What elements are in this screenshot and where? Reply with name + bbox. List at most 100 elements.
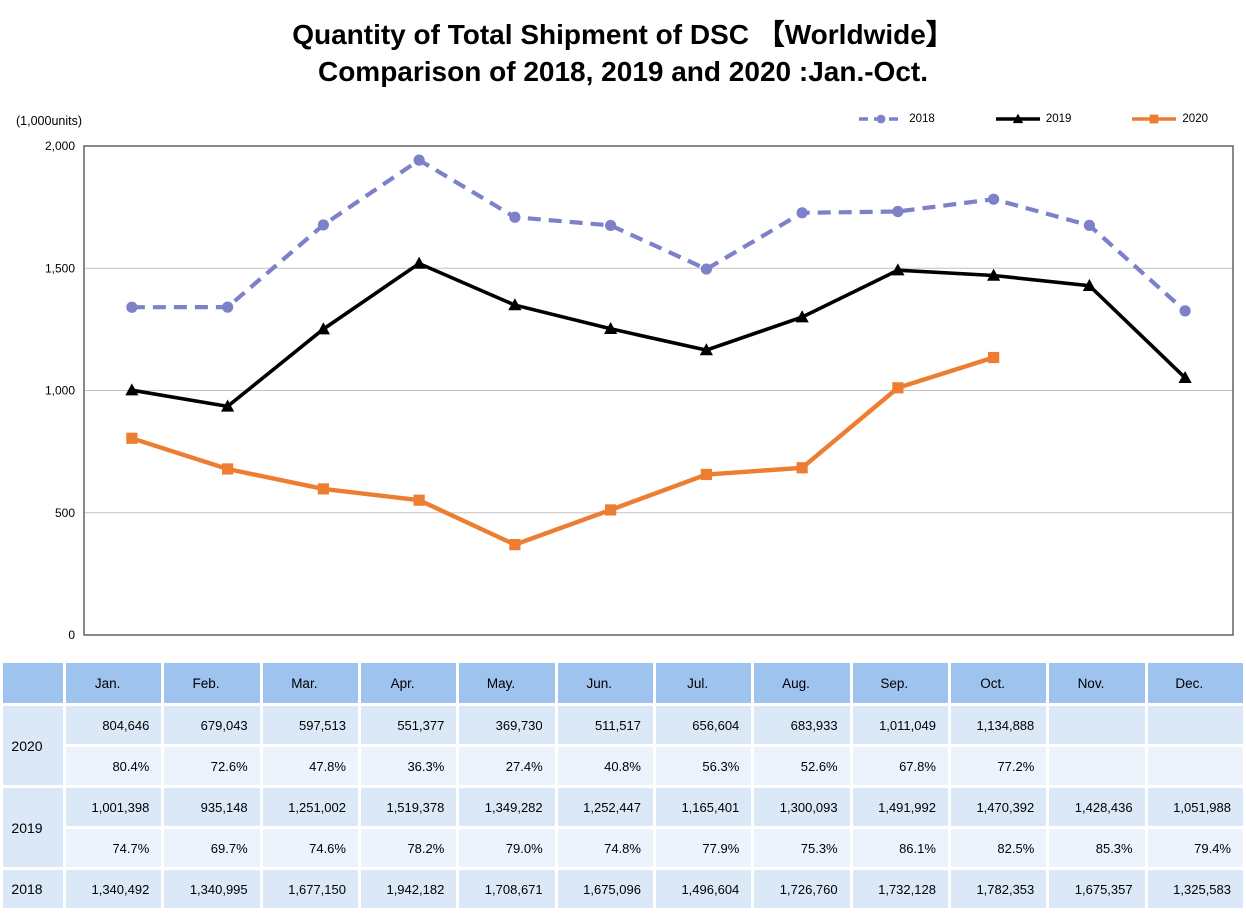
shipment-value-cell: 1,340,492 <box>66 870 162 908</box>
table-row-2018-values: 2018 1,340,492 1,340,995 1,677,150 1,942,182… <box>3 870 1243 908</box>
legend-marker-sample <box>1012 113 1024 124</box>
series-2020-marker <box>988 351 1000 364</box>
yoy-percent-cell: 40.8% <box>557 747 653 785</box>
series-2020-marker <box>700 468 712 481</box>
shipment-value-cell: 1,325,583 <box>1147 870 1243 908</box>
series-2019-marker <box>795 310 809 323</box>
yoy-percent-cell: 36.3% <box>360 747 457 785</box>
legend-label: 2018 <box>909 113 935 125</box>
shipment-value-cell: 1,726,760 <box>754 870 850 908</box>
shipment-value-cell: 1,782,353 <box>950 870 1047 908</box>
yoy-percent-cell: 78.2% <box>360 829 457 867</box>
legend-marker-sample <box>1150 114 1159 124</box>
series-2020-marker <box>509 539 521 551</box>
y-tick-label: 0 <box>68 628 75 642</box>
series-2018-marker <box>988 193 1000 205</box>
series-2019-marker <box>699 343 713 356</box>
shipment-value-cell: 683,933 <box>754 706 850 744</box>
shipment-data-table: Jan. Feb. Mar. Apr. May. Jun. Jul. Aug. Sep. Oct.… <box>0 660 1246 911</box>
year-label-cell: 2019 <box>3 788 63 867</box>
month-header-cell: Oct. <box>950 663 1047 703</box>
series-2018-marker <box>126 301 138 313</box>
shipment-value-cell: 369,730 <box>459 706 555 744</box>
shipment-value-cell: 1,942,182 <box>360 870 457 908</box>
shipment-value-cell: 1,491,992 <box>852 788 948 826</box>
yoy-percent-cell: 77.2% <box>950 747 1047 785</box>
series-2020-marker <box>892 382 904 394</box>
yoy-percent-cell <box>1147 747 1243 785</box>
y-axis-unit-label: (1,000units) <box>16 114 83 128</box>
legend-square-sample-icon <box>1132 114 1177 124</box>
month-header-cell: Nov. <box>1049 663 1145 703</box>
shipment-value-cell: 804,646 <box>66 706 162 744</box>
series-2018-marker <box>509 211 521 223</box>
shipment-value-cell: 1,300,093 <box>754 788 850 826</box>
y-tick-label: 1,000 <box>45 384 75 398</box>
shipment-value-cell: 1,732,128 <box>852 870 948 908</box>
shipment-value-cell: 656,604 <box>655 706 752 744</box>
series-2018-marker <box>1179 305 1191 317</box>
table-row-2020-percents: 80.4% 72.6% 47.8% 36.3% 27.4% 40.8% 56.3% 52.6%… <box>3 747 1243 785</box>
shipment-value-cell: 1,051,988 <box>1147 788 1243 826</box>
yoy-percent-cell: 74.6% <box>262 829 358 867</box>
series-2020-marker <box>796 462 808 474</box>
yoy-percent-cell: 80.4% <box>66 747 162 785</box>
series-2020-marker <box>126 432 138 444</box>
legend-label: 2019 <box>1045 113 1072 125</box>
plot-border <box>83 145 1234 636</box>
shipment-line-chart: 0 500 1,000 1,500 2,000 <box>45 139 1234 642</box>
yoy-percent-cell: 82.5% <box>950 829 1047 867</box>
month-header-cell: Feb. <box>164 663 260 703</box>
series-2019-marker <box>316 322 330 335</box>
series-2020-line <box>131 355 995 547</box>
table-row-2019-percents: 74.7% 69.7% 74.6% 78.2% 79.0% 74.8% 77.9% 75.3%… <box>3 829 1243 867</box>
yoy-percent-cell: 74.8% <box>557 829 653 867</box>
shipment-value-cell: 935,148 <box>164 788 260 826</box>
series-2018-marker <box>317 219 329 231</box>
table-header-row: Jan. Feb. Mar. Apr. May. Jun. Jul. Aug. Sep. Oct.… <box>3 663 1243 703</box>
legend-marker-sample <box>876 114 886 124</box>
shipment-value-cell: 1,001,398 <box>66 788 162 826</box>
yoy-percent-cell: 67.8% <box>852 747 948 785</box>
month-header-cell: Jun. <box>557 663 653 703</box>
series-2019-marker <box>987 268 1001 281</box>
shipment-value-cell: 1,496,604 <box>655 870 752 908</box>
yoy-percent-cell: 72.6% <box>164 747 260 785</box>
shipment-value-cell: 597,513 <box>262 706 358 744</box>
shipment-value-cell <box>1147 706 1243 744</box>
shipment-value-cell <box>1049 706 1145 744</box>
chart-title: Quantity of Total Shipment of DSC 【World… <box>0 16 1246 90</box>
series-2019-marker <box>221 399 235 412</box>
yoy-percent-cell: 47.8% <box>262 747 358 785</box>
shipment-value-cell: 1,675,096 <box>557 870 653 908</box>
yoy-percent-cell: 52.6% <box>754 747 850 785</box>
yoy-percent-cell: 56.3% <box>655 747 752 785</box>
series-2020-marker <box>413 494 425 506</box>
series-2020-marker <box>605 504 617 516</box>
shipment-value-cell: 1,349,282 <box>459 788 555 826</box>
shipment-value-cell: 1,470,392 <box>950 788 1047 826</box>
shipment-value-cell: 679,043 <box>164 706 260 744</box>
legend-item-2020: 2020 <box>1131 112 1208 126</box>
yoy-percent-cell: 86.1% <box>852 829 948 867</box>
series-2019-marker <box>604 321 618 334</box>
yoy-percent-cell: 74.7% <box>66 829 162 867</box>
series-2020-marker <box>317 483 329 495</box>
series-2018-marker <box>222 301 234 313</box>
shipment-value-cell: 1,134,888 <box>950 706 1047 744</box>
series-2020-marker <box>222 463 234 475</box>
series-2019-marker <box>412 256 426 269</box>
yoy-percent-cell: 75.3% <box>754 829 850 867</box>
yoy-percent-cell <box>1049 747 1145 785</box>
shipment-value-cell: 1,252,447 <box>557 788 653 826</box>
month-header-cell: Mar. <box>262 663 358 703</box>
series-2018-marker <box>892 205 904 218</box>
series-2018-line <box>131 157 1187 313</box>
y-tick-label: 500 <box>55 506 75 520</box>
month-header-cell: Aug. <box>754 663 850 703</box>
chart-legend: 2018 2019 2020 <box>858 112 1208 126</box>
month-header-cell: Jul. <box>655 663 752 703</box>
legend-label: 2020 <box>1182 113 1208 125</box>
table-row-2020-values: 2020 804,646 679,043 597,513 551,377 369,730 5… <box>3 706 1243 785</box>
